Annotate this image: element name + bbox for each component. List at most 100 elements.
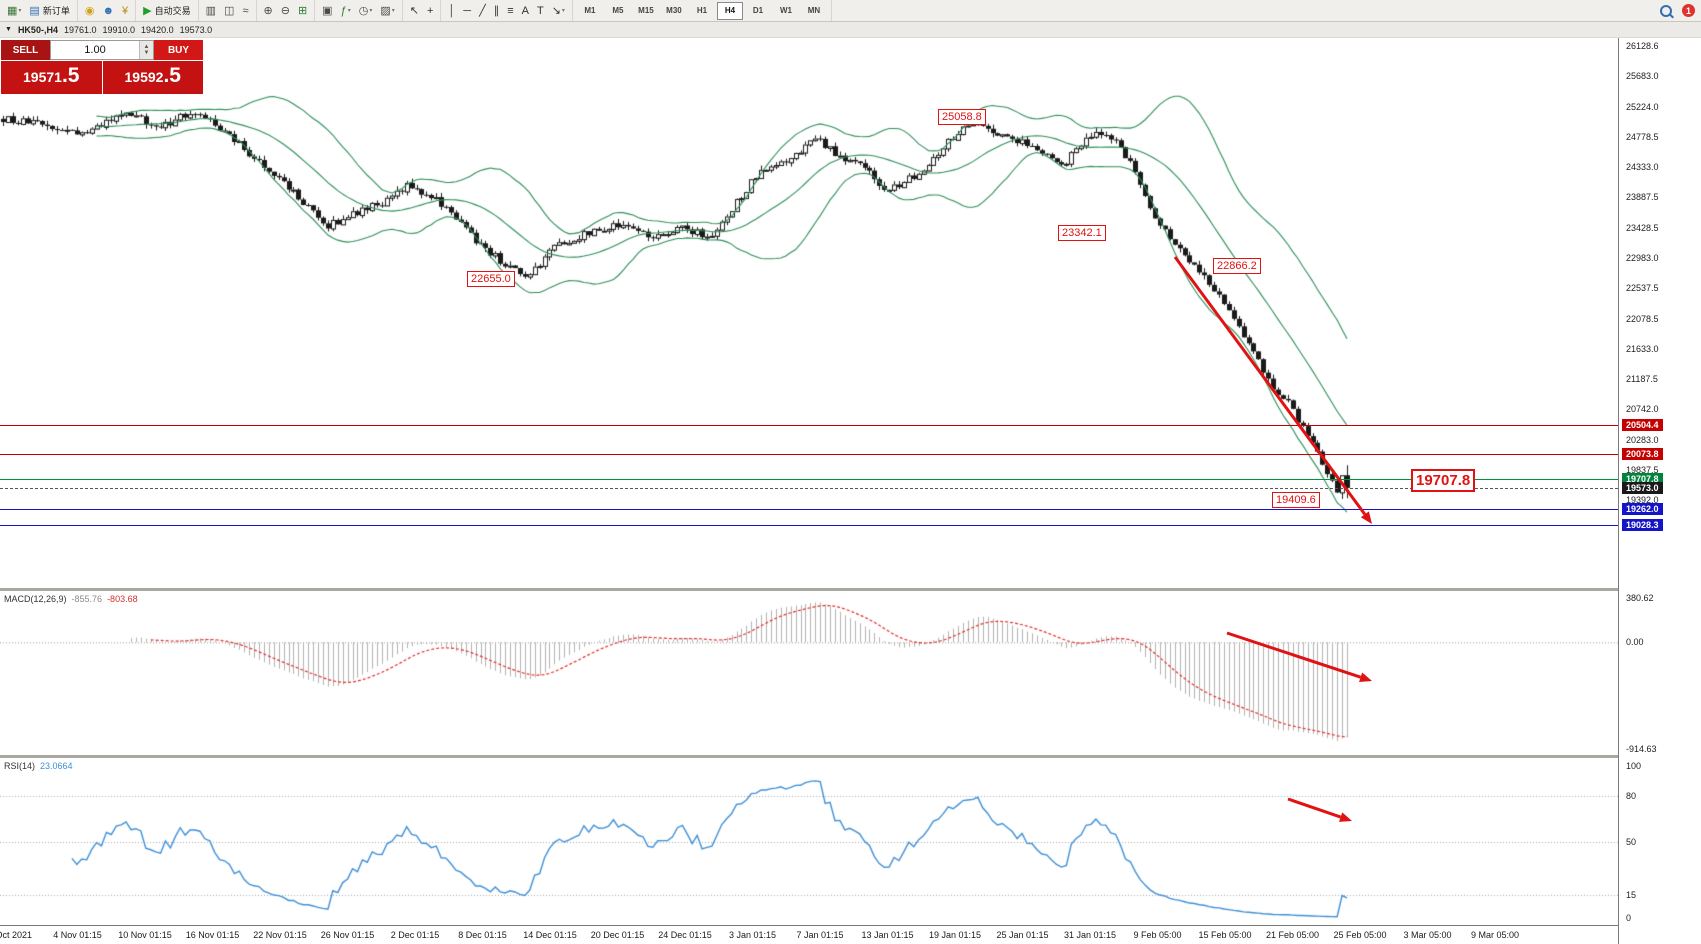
channel-button[interactable]: ∥	[491, 2, 503, 20]
panel-divider[interactable]	[0, 755, 1701, 758]
vertical-line-icon: │	[448, 4, 456, 17]
auto-arrange-button[interactable]: ▣	[319, 2, 335, 20]
price-level-line[interactable]	[0, 478, 1618, 480]
zoom-in-icon: ⊕	[263, 4, 273, 17]
buy-price[interactable]: 19592.5	[102, 61, 203, 94]
time-axis-label: 25 Feb 05:00	[1333, 930, 1387, 940]
templates-button[interactable]: ▨ ▾	[377, 2, 397, 20]
rsi-panel	[0, 759, 1618, 925]
new-chart-button[interactable]: ▦ ▾	[4, 2, 24, 20]
macd-value-main: -855.76	[71, 594, 103, 604]
notification-badge[interactable]: 1	[1682, 4, 1695, 17]
deposit-button[interactable]: ¥	[119, 2, 131, 20]
timeframe-w1[interactable]: W1	[779, 6, 792, 15]
zoom-out-icon: ⊖	[280, 4, 290, 17]
zoom-out-button[interactable]: ⊖	[278, 2, 293, 20]
horizontal-line-icon: ─	[463, 4, 472, 17]
macd-scale-label: -914.63	[1626, 744, 1657, 754]
time-axis-label: 22 Nov 01:15	[253, 930, 307, 940]
price-tick-label: 19837.5	[1626, 465, 1659, 476]
horizontal-line-button[interactable]: ─	[460, 2, 474, 20]
periods-button[interactable]: ◷ ▾	[356, 2, 376, 20]
support-button[interactable]: ☻	[99, 2, 117, 20]
price-annotation[interactable]: 22655.0	[467, 271, 515, 287]
channel-icon: ∥	[493, 4, 500, 17]
toolbar-group: ▥ ◫ ≈	[199, 0, 257, 21]
price-tick-label: 22537.5	[1626, 283, 1659, 294]
market-watch-button[interactable]: ◉	[82, 2, 98, 20]
trendline-icon: ╱	[479, 4, 486, 17]
line-chart-button[interactable]: ≈	[239, 2, 251, 20]
ohlc-low: 19420.0	[141, 24, 174, 35]
crosshair-button[interactable]: +	[424, 2, 436, 20]
timeframe-mn[interactable]: MN	[807, 6, 821, 15]
macd-canvas[interactable]	[0, 592, 1618, 755]
time-axis-label: 20 Dec 01:15	[590, 930, 645, 940]
price-axis[interactable]: 26128.6 25683.0 25224.0 24778.5 24333.0 23887…	[1618, 38, 1701, 944]
fibonacci-button[interactable]: ≡	[504, 2, 516, 20]
time-axis[interactable]: 9 Oct 2021 4 Nov 01:15 10 Nov 01:15 16 Nov …	[0, 925, 1618, 944]
price-level-line[interactable]	[0, 524, 1618, 526]
toolbar-buttons: ▦ ▾ ▤ 新订单 ◉ ☻ ¥ ▶ 自动交易 ▥ ◫ ≈ ⊕ ⊖ ⊞ ▣ ƒ ▾ ◷ ▾ ▨ ▾ ↖ + │ ─ ╱ ∥ ≡ A T ↘ ▾ M1…	[0, 0, 832, 21]
spin-up-icon[interactable]: ▲	[143, 44, 150, 50]
bar-chart-button[interactable]: ▥	[203, 2, 219, 20]
volume-value: 1.00	[84, 44, 106, 56]
time-axis-label: 15 Feb 05:00	[1198, 930, 1252, 940]
price-annotation[interactable]: 19707.8	[1411, 469, 1476, 492]
panel-divider[interactable]	[0, 588, 1701, 591]
time-axis-label: 14 Dec 01:15	[523, 930, 577, 940]
timeframe-group: M1 M5 M15 M30 H1 H4 D1 W1 MN	[573, 0, 832, 21]
timeframe-h1[interactable]: H1	[696, 6, 708, 15]
cursor-button[interactable]: ↖	[407, 2, 422, 20]
price-annotation[interactable]: 19409.6	[1272, 492, 1320, 508]
price-annotation[interactable]: 25058.8	[938, 109, 986, 125]
templates-icon: ▨	[380, 4, 391, 17]
volume-spinner[interactable]: ▲ ▼	[139, 41, 153, 59]
price-level-line[interactable]	[0, 454, 1618, 456]
price-annotation[interactable]: 22866.2	[1213, 258, 1261, 274]
text-button[interactable]: A	[519, 2, 532, 20]
timeframe-h4[interactable]: H4	[716, 1, 743, 20]
timeframe-m15[interactable]: M15	[638, 6, 654, 15]
timeframe-m5[interactable]: M5	[612, 6, 624, 15]
rsi-canvas[interactable]	[0, 759, 1618, 925]
macd-label: MACD(12,26,9) -855.76 -803.68	[4, 594, 138, 604]
candlestick-chart-icon: ◫	[224, 4, 235, 17]
search-icon[interactable]	[1660, 4, 1672, 17]
chevron-down-icon: ▾	[561, 8, 565, 14]
volume-input[interactable]: 1.00 ▲ ▼	[50, 40, 154, 60]
timeframe-m1[interactable]: M1	[584, 6, 596, 15]
macd-value-signal: -803.68	[107, 594, 138, 604]
macd-scale-label: 0.00	[1626, 637, 1644, 648]
spin-down-icon[interactable]: ▼	[143, 50, 150, 56]
candlestick-chart-button[interactable]: ◫	[221, 2, 237, 20]
zoom-in-button[interactable]: ⊕	[261, 2, 276, 20]
price-tick-label: 19392.0	[1626, 495, 1659, 506]
arrows-tool-button[interactable]: ↘ ▾	[549, 2, 568, 20]
sell-button[interactable]: SELL	[1, 40, 50, 60]
new-order-button[interactable]: ▤ 新订单	[26, 2, 72, 20]
price-chart-canvas[interactable]	[0, 38, 1618, 588]
order-prices-row: 19571.5 19592.5	[1, 61, 203, 94]
rsi-scale-label: 0	[1626, 913, 1632, 923]
price-tick-label: 25683.0	[1626, 71, 1659, 82]
timeframe-m30[interactable]: M30	[666, 6, 682, 15]
collapse-icon[interactable]: ▼	[5, 26, 12, 33]
text-label-button[interactable]: T	[534, 2, 547, 20]
buy-button[interactable]: BUY	[154, 40, 203, 60]
autotrading-button[interactable]: ▶ 自动交易	[140, 2, 193, 20]
crosshair-icon: +	[426, 4, 434, 17]
rsi-scale-label: 100	[1626, 761, 1642, 771]
sell-price[interactable]: 19571.5	[1, 61, 102, 94]
timeframe-d1[interactable]: D1	[752, 6, 764, 15]
tile-windows-button[interactable]: ⊞	[295, 2, 310, 20]
indicators-button[interactable]: ƒ ▾	[338, 2, 354, 20]
price-level-line[interactable]	[0, 508, 1618, 510]
price-annotation[interactable]: 23342.1	[1058, 225, 1106, 241]
trendline-button[interactable]: ╱	[476, 2, 489, 20]
price-level-line[interactable]	[0, 425, 1618, 427]
time-axis-label: 21 Feb 05:00	[1265, 930, 1320, 940]
vertical-line-button[interactable]: │	[445, 2, 458, 20]
price-tick-label: 24333.0	[1626, 162, 1659, 173]
